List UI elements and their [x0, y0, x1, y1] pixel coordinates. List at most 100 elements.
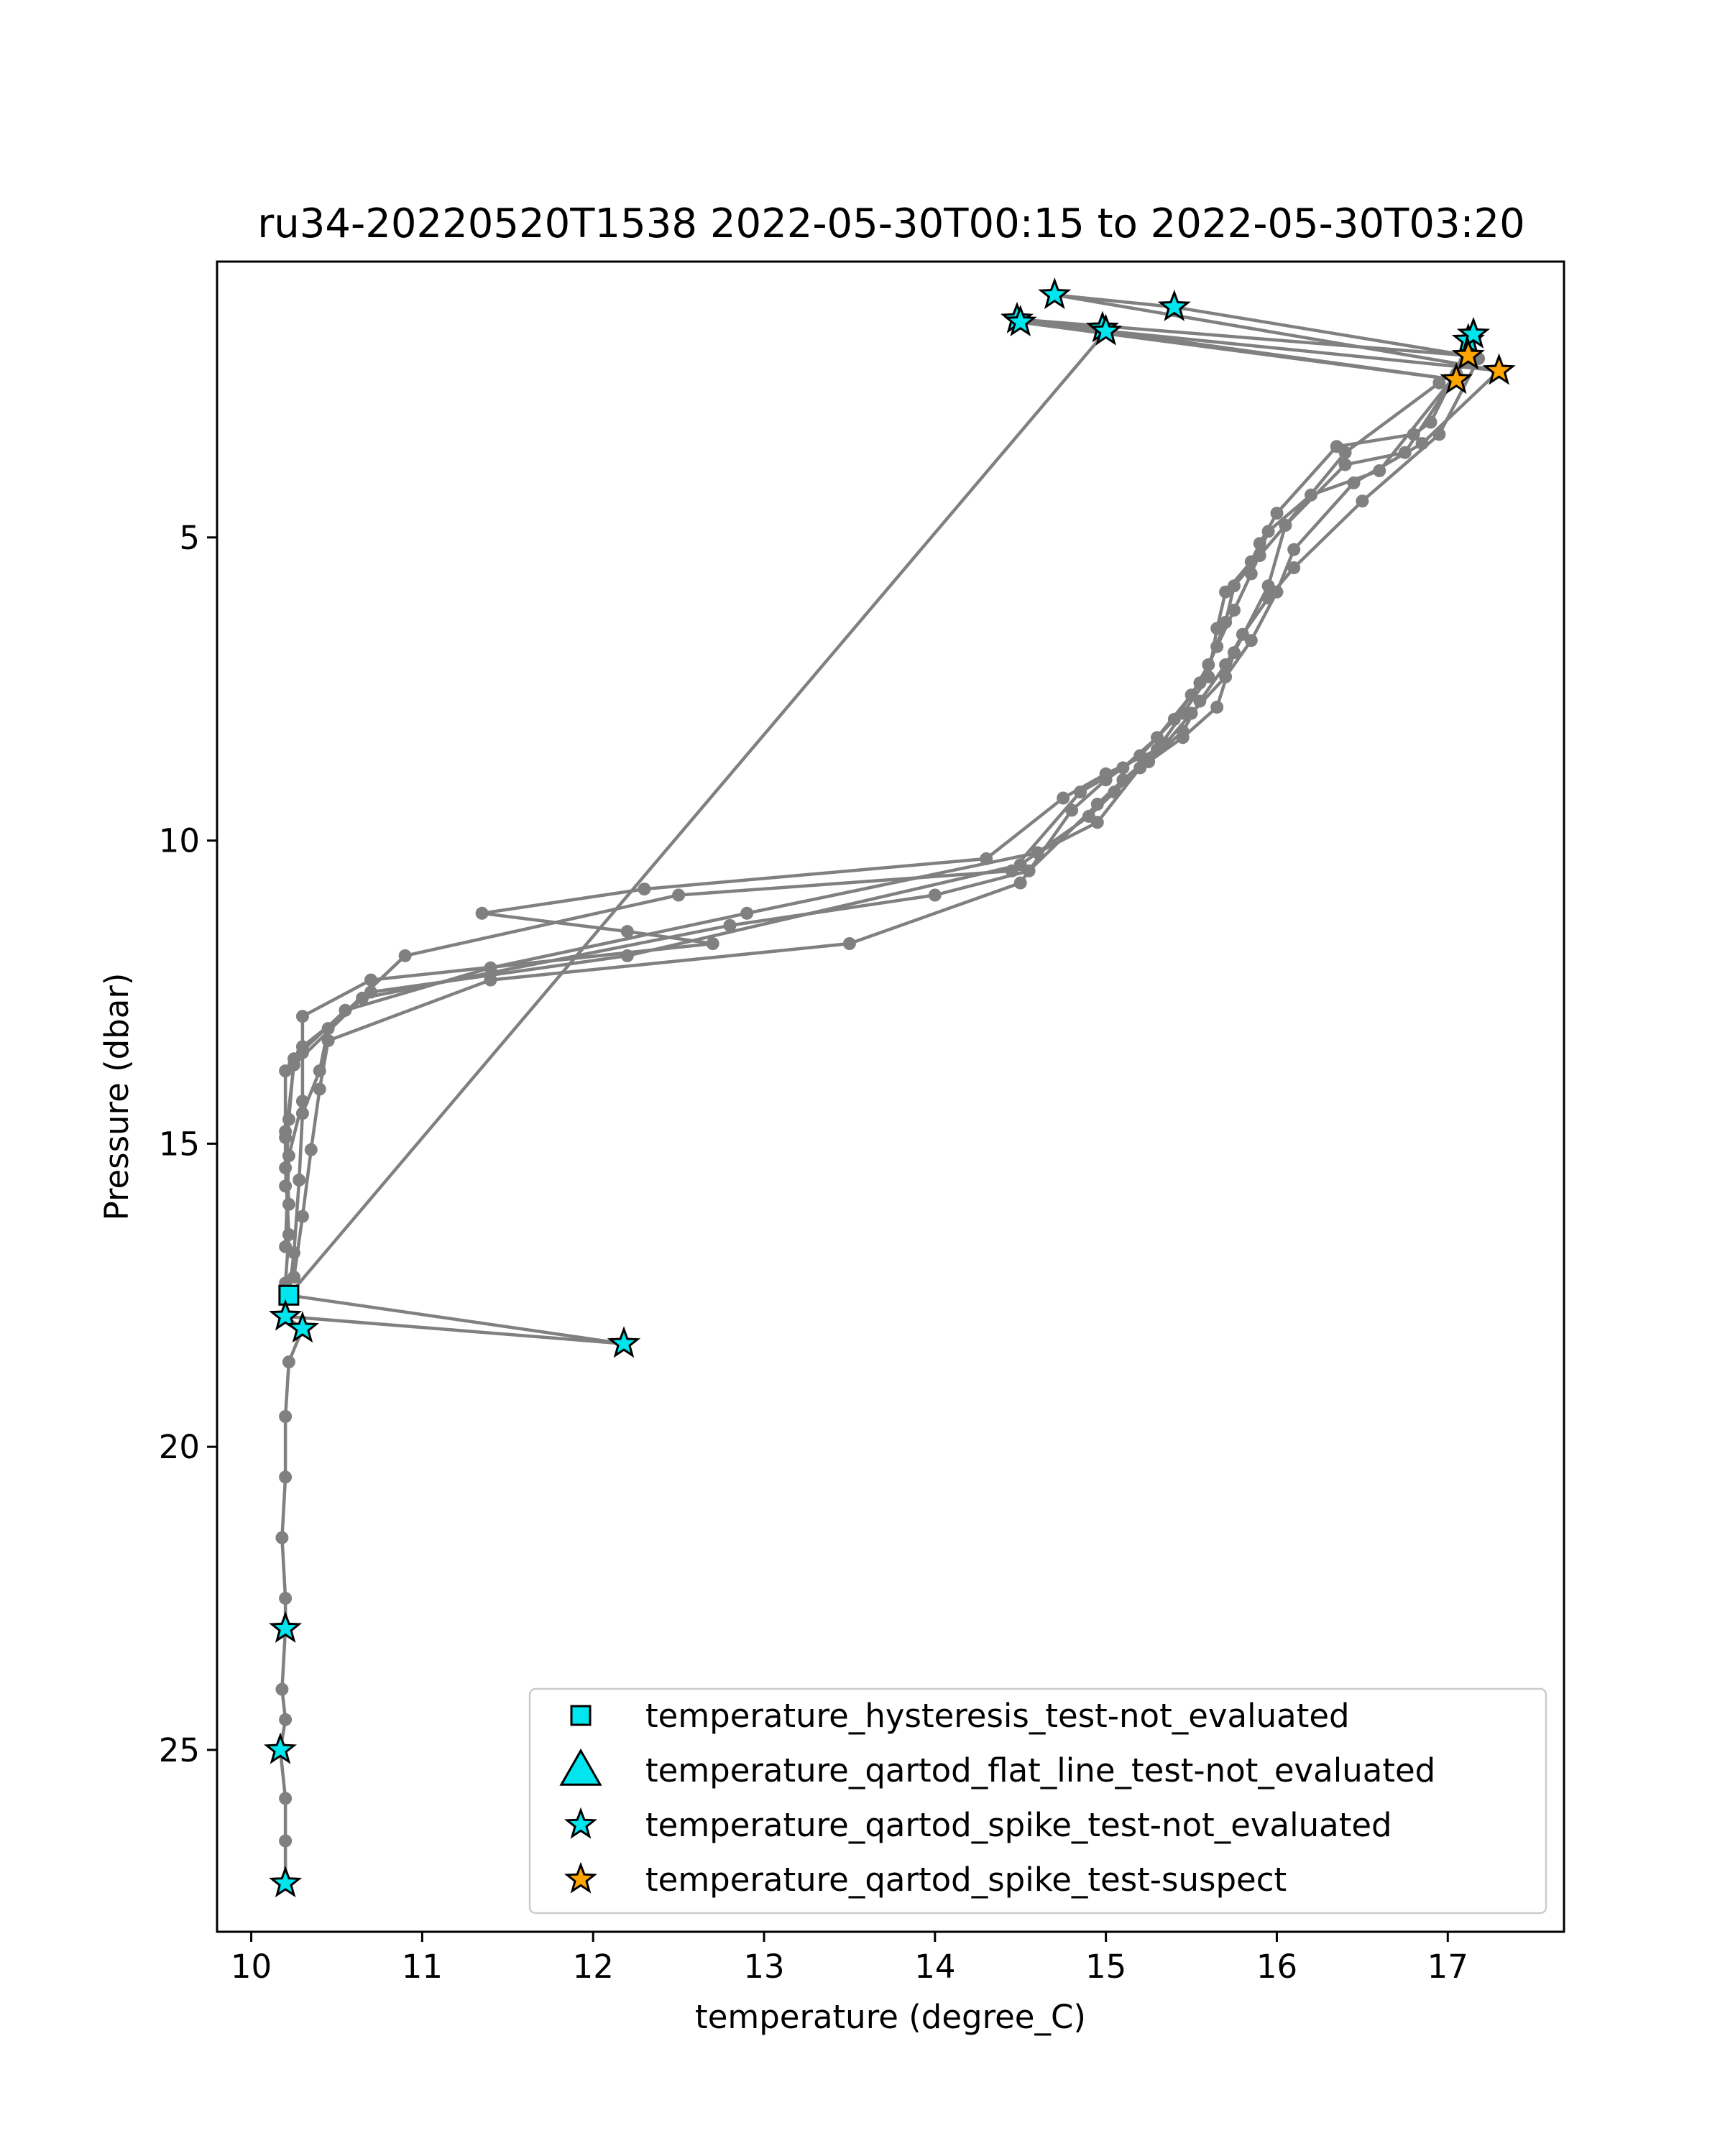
- profile-point: [1193, 694, 1207, 708]
- profile-point: [842, 937, 856, 950]
- profile-point: [706, 937, 719, 950]
- profile-point: [1432, 428, 1446, 441]
- profile-point: [638, 883, 651, 896]
- profile-point: [1338, 458, 1352, 471]
- x-axis-label: temperature (degree_C): [695, 1998, 1086, 2036]
- profile-point: [279, 1834, 293, 1848]
- profile-line-7: [278, 293, 1501, 1884]
- legend-marker-1: [570, 1705, 592, 1726]
- qc-marker-series-3: [1456, 316, 1491, 349]
- profile-point: [1090, 816, 1104, 829]
- profile-point: [1287, 543, 1301, 556]
- profile-point: [282, 1355, 295, 1369]
- legend-box: [528, 1687, 1547, 1915]
- profile-point: [288, 1052, 300, 1066]
- profile-point: [279, 1240, 293, 1253]
- profile-line-3: [292, 372, 1458, 1278]
- qc-marker-series-3: [263, 1732, 298, 1764]
- profile-point: [1099, 773, 1113, 787]
- qc-marker-series-3: [1038, 277, 1072, 310]
- profile-point: [1074, 786, 1087, 799]
- profile-point: [339, 1003, 352, 1017]
- profile-point: [282, 1197, 295, 1211]
- profile-point: [304, 1143, 318, 1156]
- profile-point: [475, 906, 489, 920]
- qc-marker-series-3: [1089, 313, 1123, 346]
- x-tick-label: 11: [402, 1948, 443, 1986]
- profile-point: [1279, 518, 1292, 532]
- x-tick-label: 12: [573, 1948, 614, 1986]
- qc-marker-series-3: [269, 1299, 303, 1331]
- plot-area-frame: [216, 260, 1565, 1933]
- profile-point: [295, 1040, 309, 1054]
- x-tick-label: 15: [1085, 1948, 1126, 1986]
- legend-label-2: temperature_qartod_flat_line_test-not_ev…: [645, 1751, 1435, 1789]
- profile-point: [364, 985, 377, 999]
- x-tick-label: 14: [914, 1948, 955, 1986]
- profile-point: [1193, 676, 1207, 690]
- profile-point: [1167, 712, 1181, 726]
- y-tick-label: 25: [159, 1731, 200, 1769]
- x-tick-label: 13: [743, 1948, 784, 1986]
- profile-line-5: [283, 357, 1481, 1247]
- qc-marker-series-3: [1003, 305, 1037, 336]
- profile-point: [1287, 561, 1301, 574]
- profile-point: [313, 1082, 326, 1096]
- profile-point: [1261, 579, 1275, 593]
- legend-marker-4: [564, 1861, 598, 1894]
- profile-point: [1244, 567, 1258, 581]
- profile-point: [321, 1034, 335, 1047]
- profile-point: [1228, 646, 1241, 660]
- profile-point: [740, 906, 754, 920]
- profile-point: [1210, 701, 1224, 714]
- y-axis-label: Pressure (dbar): [98, 973, 136, 1221]
- x-tick-label: 16: [1256, 1948, 1297, 1986]
- x-tick-label: 17: [1427, 1948, 1468, 1986]
- qc-marker-series-3: [269, 1611, 303, 1643]
- profile-point: [1210, 640, 1224, 653]
- profile-point: [723, 918, 737, 932]
- profile-point: [1031, 846, 1044, 860]
- legend-label-4: temperature_qartod_spike_test-suspect: [645, 1861, 1287, 1899]
- legend-marker-2: [559, 1748, 602, 1786]
- profile-point: [1228, 604, 1241, 617]
- y-tick-label: 10: [159, 822, 200, 860]
- profile-point: [1013, 858, 1027, 872]
- profile-point: [279, 1713, 293, 1726]
- profile-point: [295, 1095, 309, 1108]
- x-tick-label: 10: [231, 1948, 272, 1986]
- legend-items: temperature_hysteresis_test-not_evaluate…: [559, 1697, 1435, 1899]
- profile-point: [279, 1130, 293, 1144]
- profile-point: [1133, 761, 1147, 775]
- qc-marker-series-1: [278, 1284, 300, 1306]
- legend-label-1: temperature_hysteresis_test-not_evaluate…: [645, 1697, 1350, 1735]
- profile-point: [293, 1174, 306, 1187]
- profile-point: [672, 888, 686, 902]
- profile-line-1: [283, 336, 1476, 1296]
- profile-point: [1338, 446, 1352, 459]
- profile-point: [1013, 876, 1027, 890]
- profile-point: [279, 1792, 293, 1805]
- y-axis: 5 10 15 20 25: [159, 519, 217, 1769]
- x-axis: 10 11 12 13 14 15 16 17: [231, 1932, 1468, 1986]
- qc-marker-series-3: [1157, 290, 1191, 321]
- profile-point: [620, 925, 634, 939]
- legend: temperature_hysteresis_test-not_evaluate…: [528, 1687, 1547, 1915]
- y-tick-label: 15: [159, 1125, 200, 1163]
- data-layer: [263, 277, 1516, 1898]
- profile-point: [1356, 494, 1369, 508]
- qc-marker-series-4: [1440, 362, 1473, 395]
- y-tick-label: 20: [159, 1428, 200, 1466]
- profile-point: [279, 1470, 293, 1484]
- profile-point: [1270, 507, 1284, 520]
- legend-label-3: temperature_qartod_spike_test-not_evalua…: [645, 1806, 1392, 1844]
- profile-point: [275, 1682, 289, 1696]
- profile-point: [484, 961, 497, 975]
- profile-point: [282, 1149, 295, 1163]
- profile-point: [620, 949, 634, 962]
- chart-title: ru34-20220520T1538 2022-05-30T00:15 to 2…: [257, 201, 1524, 247]
- qc-marker-series-3: [285, 1311, 319, 1343]
- profile-point: [1090, 798, 1104, 811]
- profile-point: [275, 1531, 289, 1544]
